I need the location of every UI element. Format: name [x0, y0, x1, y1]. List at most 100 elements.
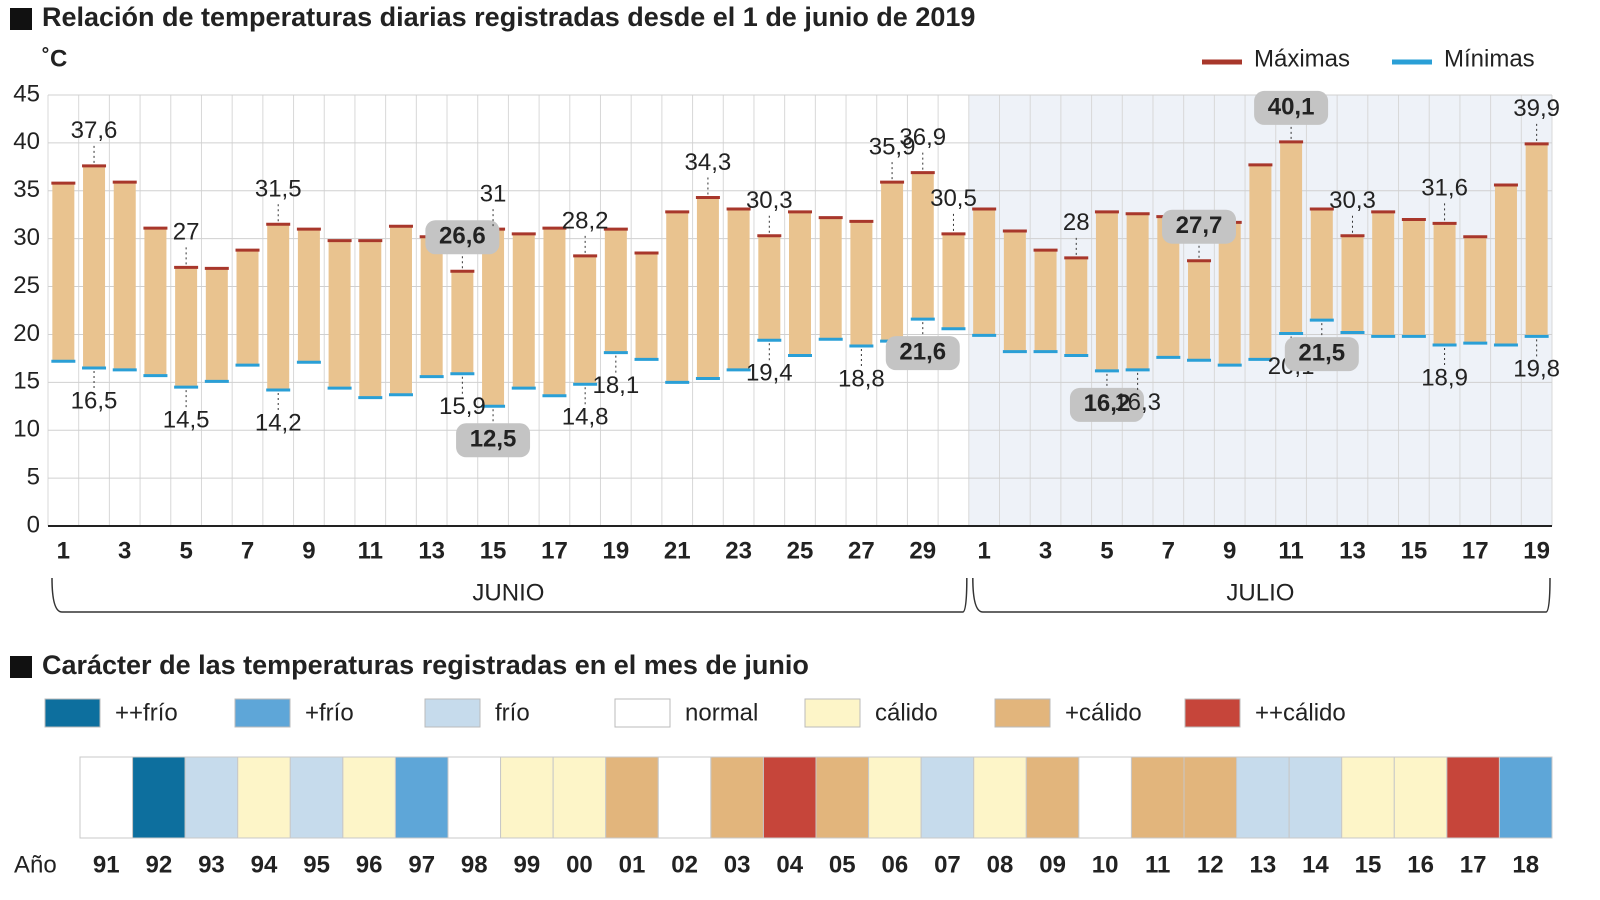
data-label: 36,9 — [899, 124, 946, 151]
range-bar — [1003, 231, 1026, 352]
range-bar — [1095, 211, 1118, 371]
label-highlight — [1069, 387, 1144, 422]
data-label: 31,5 — [255, 176, 302, 203]
data-label: 19,4 — [746, 360, 793, 387]
x-tick-label: 18 — [1512, 851, 1539, 878]
data-label: 18,1 — [592, 372, 639, 399]
legend-label: Máximas — [1254, 45, 1350, 72]
strip-cell — [1078, 756, 1132, 839]
x-tick-label: 94 — [251, 851, 278, 878]
strip-cell — [710, 756, 764, 839]
label-highlight — [425, 220, 500, 255]
data-label: 12,5 — [470, 426, 517, 453]
x-tick-label: 15 — [480, 537, 507, 564]
legend-label: +cálido — [1065, 699, 1142, 726]
x-tick-label: 05 — [829, 851, 856, 878]
x-tick-label: 02 — [671, 851, 698, 878]
x-tick-label: 92 — [146, 851, 173, 878]
legend-swatch — [424, 698, 481, 728]
data-label: 28 — [1063, 209, 1090, 236]
range-bar — [1433, 223, 1456, 345]
x-tick-label: 9 — [1223, 537, 1236, 564]
data-label: 40,1 — [1268, 93, 1315, 120]
x-tick-label: 13 — [1250, 851, 1277, 878]
y-tick-label: 5 — [27, 463, 40, 490]
x-tick-label: 91 — [93, 851, 120, 878]
x-tick-label: 06 — [882, 851, 909, 878]
y-tick-label: 20 — [13, 320, 40, 347]
group-label: JULIO — [1226, 579, 1294, 606]
range-bar — [113, 182, 136, 370]
x-tick-label: 97 — [408, 851, 435, 878]
range-bar — [359, 240, 382, 398]
range-bar — [1310, 208, 1333, 321]
x-tick-label: 98 — [461, 851, 488, 878]
range-bar — [850, 221, 873, 346]
range-bar — [881, 182, 904, 342]
x-tick-label: 15 — [1401, 537, 1428, 564]
x-tick-label: 9 — [302, 537, 315, 564]
strip-cell — [342, 756, 396, 839]
range-bar — [83, 165, 106, 368]
data-label: 30,3 — [746, 187, 793, 214]
data-label: 30,5 — [930, 185, 977, 212]
strip-cell — [289, 756, 344, 839]
x-tick-label: 12 — [1197, 851, 1224, 878]
x-tick-label: 13 — [1339, 537, 1366, 564]
range-bar — [175, 267, 198, 388]
x-tick-label: 00 — [566, 851, 593, 878]
y-tick-label: 25 — [13, 272, 40, 299]
x-tick-label: 3 — [118, 537, 131, 564]
range-bar — [819, 217, 842, 340]
legend-swatch — [994, 698, 1051, 728]
range-bar — [1034, 250, 1057, 352]
strip-cell — [1498, 756, 1553, 839]
bullet — [10, 8, 32, 30]
legend-swatch — [1184, 698, 1241, 728]
x-tick-label: 17 — [1460, 851, 1487, 878]
data-label: 27,7 — [1176, 212, 1223, 239]
x-tick-label: 14 — [1302, 851, 1329, 878]
range-bar — [666, 211, 689, 383]
group-bracket — [51, 577, 968, 613]
x-tick-label: 27 — [848, 537, 875, 564]
data-label: 21,5 — [1298, 339, 1345, 366]
data-label: 27 — [173, 219, 200, 246]
range-bar — [297, 229, 320, 363]
x-tick-label: 99 — [514, 851, 541, 878]
x-tick-label: 93 — [198, 851, 225, 878]
legend-swatch — [614, 698, 671, 728]
strip-cell — [1393, 756, 1448, 839]
y-tick-label: 40 — [13, 128, 40, 155]
range-bar — [973, 208, 996, 336]
x-tick-label: 03 — [724, 851, 751, 878]
x-tick-label: 17 — [541, 537, 568, 564]
range-bar — [543, 228, 566, 396]
x-tick-label: 09 — [1039, 851, 1066, 878]
x-tick-label: 95 — [303, 851, 330, 878]
label-highlight — [1254, 90, 1329, 125]
strip-cell — [79, 756, 134, 839]
data-label: 21,6 — [899, 338, 946, 365]
strip-cell — [1341, 756, 1395, 839]
strip-cell — [1025, 756, 1080, 839]
x-tick-label: 1 — [57, 537, 70, 564]
y-tick-label: 15 — [13, 368, 40, 395]
range-bar — [389, 226, 412, 395]
legend-label: ++frío — [115, 699, 178, 726]
range-bar — [727, 208, 750, 370]
data-label: 26,6 — [439, 223, 486, 250]
range-bar — [1341, 235, 1364, 333]
range-bar — [789, 211, 811, 356]
x-tick-label: 1 — [977, 537, 990, 564]
group-bracket — [972, 577, 1551, 613]
y-tick-label: 30 — [13, 224, 40, 251]
range-bar — [1188, 260, 1211, 361]
strip-cell — [868, 756, 922, 839]
x-tick-label: 3 — [1039, 537, 1052, 564]
x-tick-label: 5 — [179, 537, 192, 564]
legend-label: cálido — [875, 699, 938, 726]
bullet — [10, 656, 32, 678]
